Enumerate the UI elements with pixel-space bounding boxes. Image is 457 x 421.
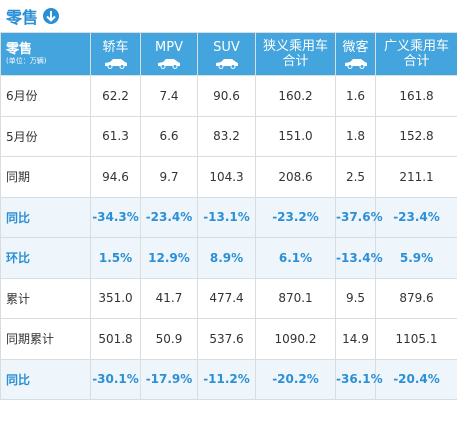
car-icon xyxy=(344,58,367,69)
column-header-text: 轿车 xyxy=(102,39,129,55)
cell: 14.9 xyxy=(335,318,376,360)
row: 累计 351.0 41.7 477.4 870.1 9.5 879.6 xyxy=(0,277,457,319)
column-header-text: 广义乘用车 xyxy=(383,39,449,54)
column-header: MPV xyxy=(140,32,198,76)
cell: 9.5 xyxy=(335,277,376,319)
column-header: 微客 xyxy=(335,32,376,76)
cell: 1105.1 xyxy=(375,318,457,360)
row-label: 同期 xyxy=(0,156,91,198)
row-label: 6月份 xyxy=(0,75,91,117)
column-header-text: 合计 xyxy=(403,54,430,69)
column-header: 狭义乘用车 合计 xyxy=(255,32,336,76)
cell: -37.6% xyxy=(335,196,383,238)
row-label: 同期累计 xyxy=(0,318,91,360)
cell: -23.4% xyxy=(140,196,198,238)
cell: 477.4 xyxy=(197,277,256,319)
cell: 50.9 xyxy=(140,318,198,360)
row-label: 同比 xyxy=(0,196,91,238)
cell: 104.3 xyxy=(197,156,256,198)
cell: 501.8 xyxy=(90,318,141,360)
cell: 61.3 xyxy=(90,115,141,157)
cell: 537.6 xyxy=(197,318,256,360)
car-icon xyxy=(158,58,180,69)
header-row: 零售 (单位：万辆) 轿车 MPV SUV 狭义乘用车 合计 微客 广义乘用车 合计 xyxy=(0,32,457,76)
cell: 2.5 xyxy=(335,156,376,198)
row: 同比 -34.3% -23.4% -13.1% -23.2% -37.6% -23.4% xyxy=(0,196,457,238)
down-icon xyxy=(43,8,60,24)
column-header: 广义乘用车 合计 xyxy=(375,32,457,76)
column-header-text: MPV xyxy=(155,39,183,55)
corner: 零售 (单位：万辆) xyxy=(0,32,91,76)
cell: 8.9% xyxy=(197,237,256,279)
cell: 7.4 xyxy=(140,75,198,117)
cell: -23.2% xyxy=(255,196,336,238)
column-header-text: 狭义乘用车 xyxy=(262,39,328,54)
cell: 62.2 xyxy=(90,75,141,117)
cell: -23.4% xyxy=(375,196,457,238)
cell: 6.6 xyxy=(140,115,198,157)
cell: -34.3% xyxy=(90,196,141,238)
row: 环比 1.5% 12.9% 8.9% 6.1% -13.4% 5.9% xyxy=(0,237,457,279)
column-header: SUV xyxy=(197,32,256,76)
cell: 870.1 xyxy=(255,277,336,319)
title-bar: 零售 xyxy=(0,0,457,32)
cell: 351.0 xyxy=(90,277,141,319)
cell: 1.5% xyxy=(90,237,141,279)
cell: -11.2% xyxy=(197,358,256,400)
cell: -17.9% xyxy=(140,358,198,400)
column-header-text: 合计 xyxy=(282,54,309,69)
cell: 9.7 xyxy=(140,156,198,198)
cell: 160.2 xyxy=(255,75,336,117)
cell: 83.2 xyxy=(197,115,256,157)
title: 零售 xyxy=(6,8,39,27)
row: 同期累计 501.8 50.9 537.6 1090.2 14.9 1105.1 xyxy=(0,318,457,360)
cell: -20.4% xyxy=(375,358,457,400)
cell: -13.1% xyxy=(197,196,256,238)
cell: 1.6 xyxy=(335,75,376,117)
cell: 12.9% xyxy=(140,237,198,279)
column-header-text: 微客 xyxy=(342,39,369,55)
cell: 211.1 xyxy=(375,156,457,198)
cell: -13.4% xyxy=(335,237,383,279)
cell: 1090.2 xyxy=(255,318,336,360)
cell: 151.0 xyxy=(255,115,336,157)
cell: 41.7 xyxy=(140,277,198,319)
cell: 6.1% xyxy=(255,237,336,279)
cell: 90.6 xyxy=(197,75,256,117)
cell: 1.8 xyxy=(335,115,376,157)
corner-title: 零售 xyxy=(6,42,33,57)
cell: 161.8 xyxy=(375,75,457,117)
row: 同比 -30.1% -17.9% -11.2% -20.2% -36.1% -20.4% xyxy=(0,358,457,400)
car-icon xyxy=(104,58,127,69)
row: 同期 94.6 9.7 104.3 208.6 2.5 211.1 xyxy=(0,156,457,198)
row: 5月份 61.3 6.6 83.2 151.0 1.8 152.8 xyxy=(0,115,457,157)
cell: 208.6 xyxy=(255,156,336,198)
cell: -30.1% xyxy=(90,358,141,400)
row-label: 5月份 xyxy=(0,115,91,157)
cell: 94.6 xyxy=(90,156,141,198)
table: 零售 (单位：万辆) 轿车 MPV SUV 狭义乘用车 合计 微客 广义乘用车 合计 6月份 62… xyxy=(0,32,457,400)
cell: 152.8 xyxy=(375,115,457,157)
column-header: 轿车 xyxy=(90,32,141,76)
cell: 879.6 xyxy=(375,277,457,319)
row-label: 环比 xyxy=(0,237,91,279)
row-label: 累计 xyxy=(0,277,91,319)
car-icon xyxy=(215,58,238,69)
column-header-text: SUV xyxy=(213,39,240,55)
row-label: 同比 xyxy=(0,358,91,400)
cell: 5.9% xyxy=(375,237,457,279)
row: 6月份 62.2 7.4 90.6 160.2 1.6 161.8 xyxy=(0,75,457,117)
unit: (单位：万辆) xyxy=(6,57,47,65)
cell: -36.1% xyxy=(335,358,383,400)
cell: -20.2% xyxy=(255,358,336,400)
